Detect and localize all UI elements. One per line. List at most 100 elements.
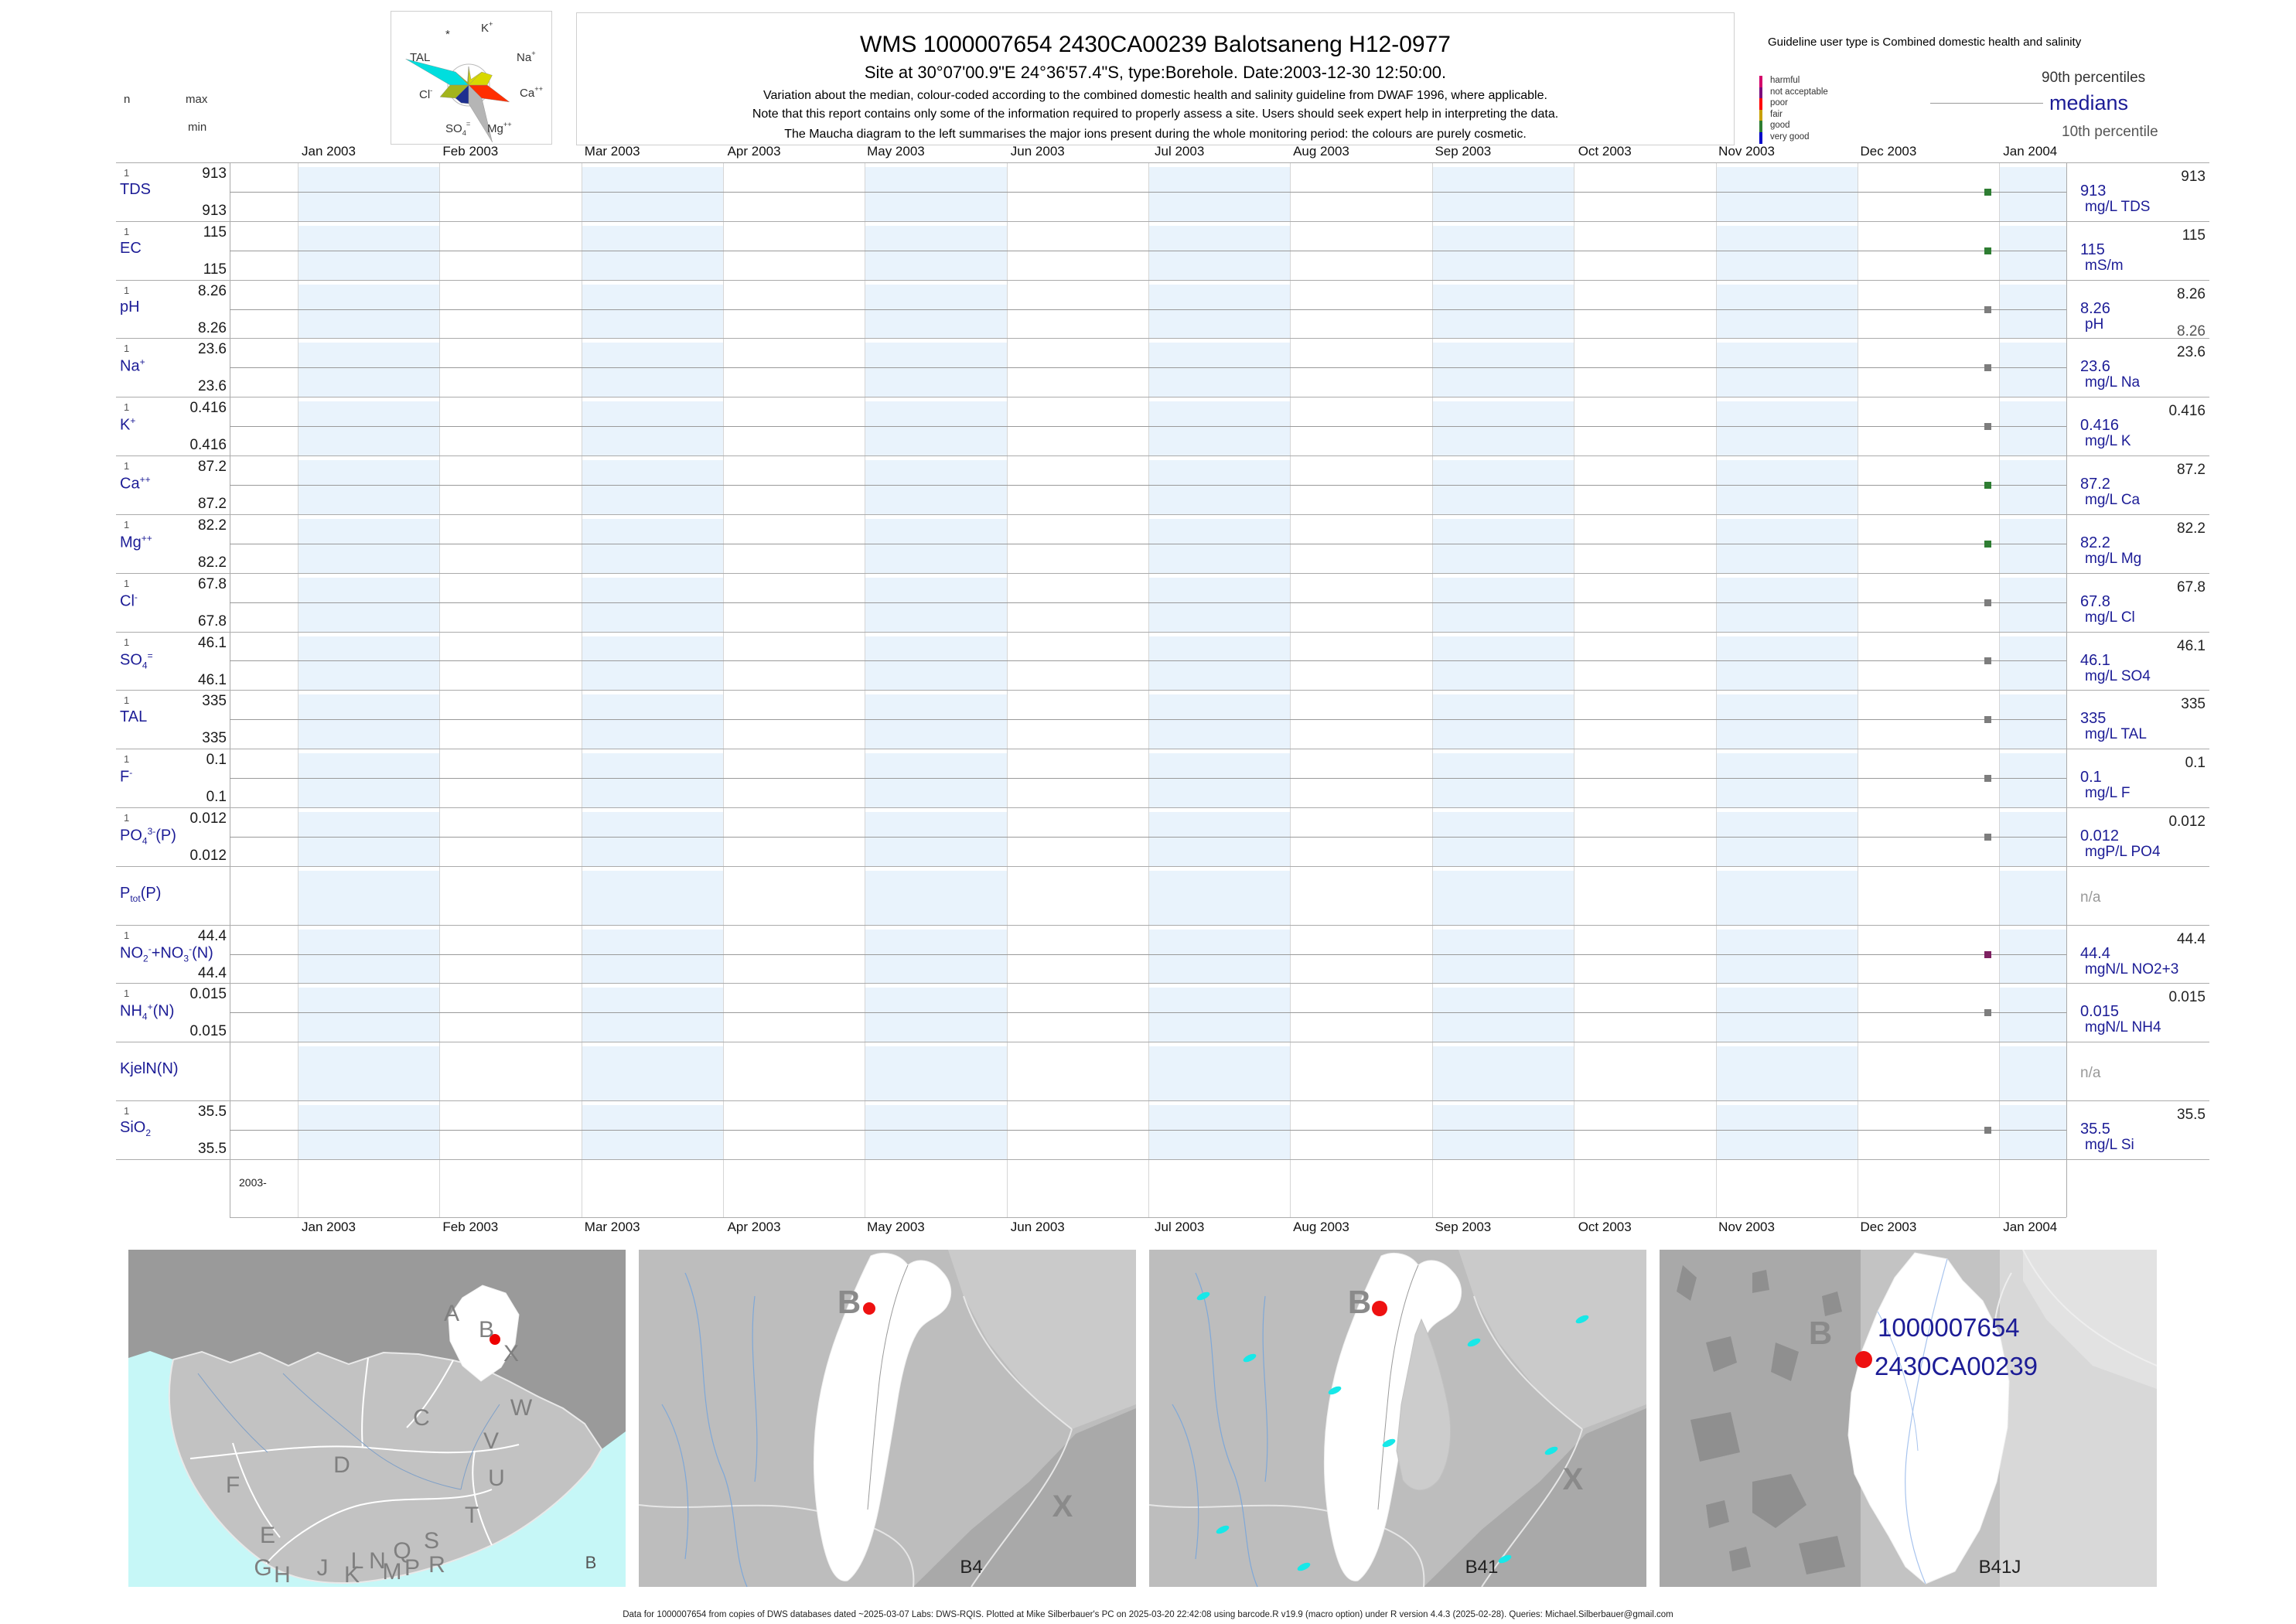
unit-label: mg/L Cl: [2085, 609, 2135, 626]
data-point-marker: [1984, 188, 1991, 196]
unit-label: mg/L SO4: [2085, 667, 2151, 684]
drainage-region-letter: X: [503, 1341, 519, 1366]
drainage-region-letter: T: [465, 1503, 479, 1528]
site-code-label: 2430CA00239: [1875, 1352, 2038, 1380]
parameter-label: Ca++: [120, 474, 151, 493]
max-value: 115: [203, 223, 227, 241]
min-value: 44.4: [198, 964, 227, 981]
max-value: 913: [202, 165, 227, 182]
month-shade-cell: [1715, 929, 1858, 984]
maucha-ion-label: *: [445, 28, 450, 41]
drainage-region-letter: E: [260, 1523, 275, 1548]
month-shade-cell: [298, 284, 440, 339]
quality-color-segment: [1759, 87, 1762, 99]
month-shade-cell: [1999, 753, 2066, 807]
month-shade-cell: [865, 284, 1007, 339]
month-label-bottom: Jan 2004: [2003, 1220, 2058, 1234]
data-point-marker: [1984, 305, 1991, 313]
parameter-label: F-: [120, 767, 133, 786]
month-shade-cell: [298, 577, 440, 632]
max-value: 35.5: [198, 1104, 227, 1121]
month-gridline: [1431, 162, 1433, 1217]
p90-value: 82.2: [2177, 520, 2206, 537]
page-title: WMS 1000007654 2430CA00239 Balotsaneng H…: [860, 32, 1451, 57]
month-shade-cell: [581, 460, 724, 514]
month-label-top: May 2003: [867, 144, 925, 159]
period-start-label: 2003-: [239, 1176, 267, 1189]
maucha-ion-label: K+: [481, 20, 493, 35]
month-label-top: Nov 2003: [1718, 144, 1775, 159]
p90-value: 67.8: [2177, 578, 2206, 595]
sample-count: 1: [124, 577, 130, 589]
month-shade-cell: [865, 753, 1007, 807]
row-separator-line: [116, 455, 2209, 457]
median-line: [230, 426, 2066, 428]
month-shade-cell: [1431, 225, 1574, 280]
month-shade-cell: [1148, 1046, 1291, 1101]
month-shade-cell: [581, 577, 724, 632]
row-separator-line: [116, 220, 2209, 222]
drainage-region-letter: U: [488, 1465, 505, 1491]
parameter-label: NO2-+NO3-(N): [120, 943, 213, 964]
map-key-label: B41: [1465, 1557, 1499, 1578]
row-separator-line: [116, 807, 2209, 809]
quality-level-label: very good: [1770, 132, 1810, 142]
note-line-1: Variation about the median, colour-coded…: [763, 89, 1547, 102]
quality-color-segment: [1759, 98, 1762, 110]
median-line: [230, 191, 2066, 193]
month-label-top: Feb 2003: [442, 144, 499, 159]
plot-right-border: [2066, 162, 2067, 1217]
quality-level-label: not acceptable: [1770, 87, 1828, 97]
p90-value: 87.2: [2177, 462, 2206, 479]
drainage-region-letter: P: [404, 1555, 420, 1581]
data-point-marker: [1984, 1127, 1991, 1134]
sample-count: 1: [124, 284, 130, 296]
median-value: 335: [2080, 710, 2107, 728]
month-shade-cell: [298, 753, 440, 807]
sample-count: 1: [124, 694, 130, 707]
drainage-region-letter: H: [274, 1562, 291, 1587]
month-shade-cell: [581, 167, 724, 221]
min-value: 67.8: [198, 612, 227, 629]
month-gridline: [298, 162, 299, 1217]
month-shade-cell: [1148, 1105, 1291, 1159]
unit-label: mg/L TDS: [2085, 199, 2151, 215]
min-value: 35.5: [198, 1141, 227, 1158]
drainage-region-letter: B: [479, 1317, 494, 1343]
month-shade-cell: [581, 518, 724, 573]
median-line: [230, 660, 2066, 662]
month-shade-cell: [298, 694, 440, 749]
median-line: [230, 778, 2066, 780]
min-value: 46.1: [198, 671, 227, 688]
month-shade-cell: [581, 1046, 724, 1101]
maucha-ion-label: TAL: [410, 51, 430, 64]
sample-count: 1: [124, 636, 130, 648]
month-shade-cell: [865, 988, 1007, 1042]
p90-value: 0.416: [2168, 403, 2206, 420]
min-value: 8.26: [198, 319, 227, 336]
month-label-bottom: Dec 2003: [1860, 1220, 1917, 1234]
min-value: 0.012: [189, 848, 227, 865]
parameter-label: PO43-(P): [120, 826, 176, 847]
p90-value: 0.1: [2185, 755, 2206, 772]
month-label-bottom: Jul 2003: [1155, 1220, 1205, 1234]
not-available-label: n/a: [2080, 1065, 2101, 1082]
month-shade-cell: [865, 401, 1007, 456]
month-shade-cell: [1148, 460, 1291, 514]
data-point-marker: [1984, 364, 1991, 372]
median-value: 115: [2080, 241, 2105, 258]
month-shade-cell: [1148, 284, 1291, 339]
drainage-region-letter: V: [483, 1428, 499, 1454]
parameter-label: SO4=: [120, 650, 153, 671]
month-shade-cell: [865, 225, 1007, 280]
parameter-label: Ptot(P): [120, 884, 162, 904]
month-shade-cell: [298, 870, 440, 925]
p90-value: 0.015: [2168, 989, 2206, 1006]
p90-value: 35.5: [2177, 1107, 2206, 1124]
month-shade-cell: [1999, 1046, 2066, 1101]
median-value: 23.6: [2080, 358, 2110, 376]
month-label-bottom: Sep 2003: [1435, 1220, 1492, 1234]
month-shade-cell: [1715, 753, 1858, 807]
parameter-label: Cl-: [120, 591, 138, 610]
